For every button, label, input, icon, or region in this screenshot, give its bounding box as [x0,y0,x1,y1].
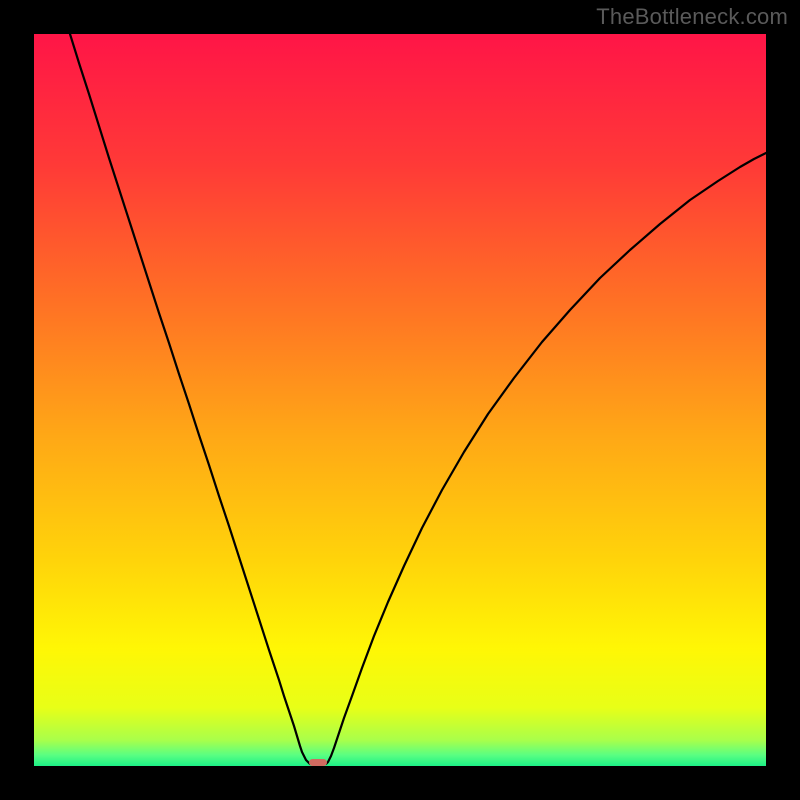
watermark-label: TheBottleneck.com [596,4,788,30]
outer-frame: TheBottleneck.com [0,0,800,800]
vertex-marker [309,759,327,766]
chart-background [34,34,766,766]
chart-area [34,34,766,766]
chart-svg [34,34,766,766]
